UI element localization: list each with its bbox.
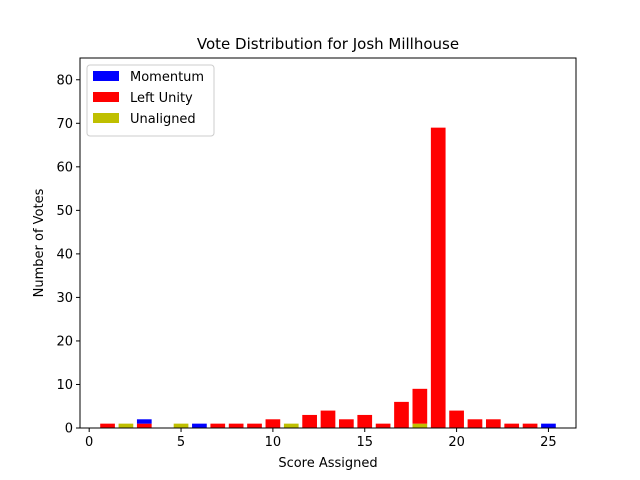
y-axis-ticks: 0 10 20 30 40 50 60 70 80 <box>56 73 80 437</box>
legend-label-left-unity: Left Unity <box>130 91 193 106</box>
bar-left-unity-score-18 <box>412 388 428 424</box>
y-tick-label: 50 <box>56 204 73 219</box>
x-tick-label: 20 <box>448 435 465 450</box>
y-tick-label: 10 <box>56 378 73 393</box>
bar-unaligned-score-11 <box>283 423 299 428</box>
chart-title: Vote Distribution for Josh Millhouse <box>197 35 459 53</box>
x-tick-label: 15 <box>356 435 373 450</box>
bars-layer <box>100 127 556 428</box>
bar-left-unity-score-15 <box>357 414 373 428</box>
legend-swatch-left-unity <box>93 92 119 102</box>
bar-left-unity-score-3 <box>136 423 152 428</box>
bar-left-unity-score-19 <box>430 127 446 428</box>
bar-left-unity-score-17 <box>394 401 409 428</box>
x-axis-ticks: 0 5 10 15 20 25 <box>85 428 557 450</box>
legend-label-unaligned: Unaligned <box>130 112 196 127</box>
bar-left-unity-score-9 <box>247 423 262 428</box>
x-tick-label: 10 <box>265 435 282 450</box>
bar-left-unity-score-8 <box>228 423 244 428</box>
y-tick-label: 60 <box>56 160 73 175</box>
x-tick-label: 0 <box>85 435 93 450</box>
bar-left-unity-score-14 <box>339 419 354 428</box>
legend-label-momentum: Momentum <box>130 70 204 85</box>
bar-unaligned-score-5 <box>173 423 189 428</box>
bar-unaligned-score-18 <box>412 423 428 428</box>
bar-left-unity-score-22 <box>485 419 501 428</box>
bar-left-unity-score-20 <box>449 410 464 428</box>
legend-swatch-unaligned <box>93 113 119 123</box>
y-tick-label: 30 <box>56 291 73 306</box>
axes-frame <box>79 57 577 429</box>
bar-left-unity-score-7 <box>210 423 226 428</box>
y-tick-label: 0 <box>65 422 73 437</box>
bar-left-unity-score-1 <box>100 423 115 428</box>
y-axis-label: Number of Votes <box>32 188 47 297</box>
bar-left-unity-score-21 <box>467 419 483 428</box>
bar-left-unity-score-23 <box>504 423 520 428</box>
bar-left-unity-score-13 <box>320 410 336 428</box>
legend-swatch-momentum <box>93 71 119 81</box>
legend: Momentum Left Unity Unaligned <box>86 64 215 137</box>
y-tick-label: 20 <box>56 334 73 349</box>
y-tick-label: 70 <box>56 117 73 132</box>
x-axis-label: Score Assigned <box>278 456 377 471</box>
bar-momentum-score-3 <box>136 419 152 424</box>
bar-left-unity-score-12 <box>302 414 317 428</box>
bar-unaligned-score-2 <box>118 423 134 428</box>
x-tick-label: 25 <box>540 435 557 450</box>
y-tick-label: 40 <box>56 247 73 262</box>
bar-momentum-score-25 <box>541 423 556 428</box>
bar-left-unity-score-10 <box>265 419 281 428</box>
bar-left-unity-score-16 <box>375 423 391 428</box>
bar-left-unity-score-24 <box>522 423 538 428</box>
y-tick-label: 80 <box>56 73 73 88</box>
x-tick-label: 5 <box>177 435 185 450</box>
bar-momentum-score-6 <box>192 423 207 428</box>
